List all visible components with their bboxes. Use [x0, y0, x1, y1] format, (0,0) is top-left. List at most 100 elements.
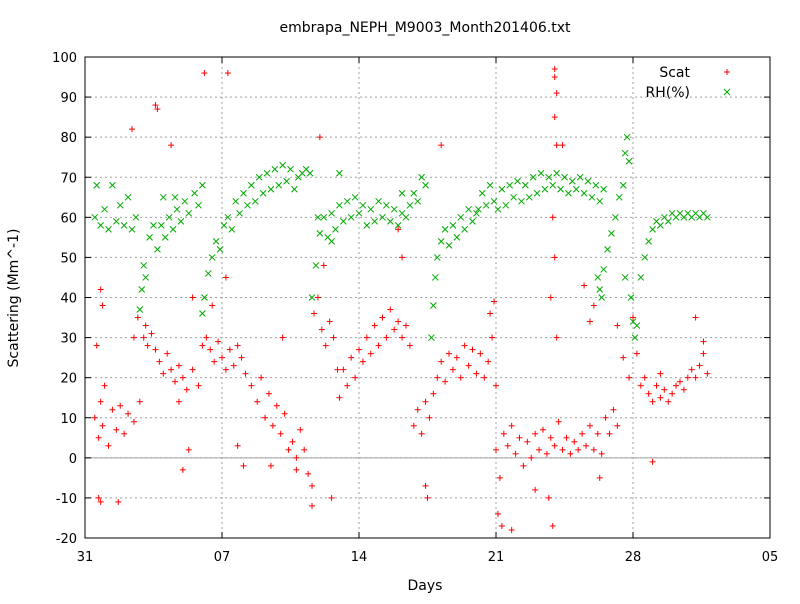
- data-point: [347, 213, 355, 221]
- data-point: [161, 234, 169, 241]
- data-point: [101, 205, 108, 213]
- data-point: [128, 226, 136, 233]
- data-point: [561, 173, 568, 181]
- data-point: [154, 106, 161, 113]
- data-point: [383, 334, 390, 341]
- data-point: [543, 450, 550, 457]
- data-point: [93, 342, 100, 349]
- data-point: [195, 382, 202, 389]
- data-point: [216, 246, 224, 253]
- data-point: [641, 254, 649, 261]
- data-point: [255, 173, 263, 181]
- data-point: [426, 414, 433, 421]
- data-point: [604, 246, 611, 253]
- data-point: [473, 370, 480, 377]
- data-point: [359, 358, 366, 365]
- data-point: [168, 366, 175, 373]
- x-tick-label: 14: [351, 550, 368, 565]
- data-point: [465, 362, 472, 369]
- data-point: [124, 193, 132, 201]
- data-point: [441, 226, 449, 233]
- data-point: [491, 298, 498, 305]
- data-point: [371, 217, 379, 225]
- data-point: [138, 286, 146, 293]
- y-tick-label: 80: [60, 131, 77, 146]
- data-point: [418, 173, 425, 181]
- data-point: [457, 213, 465, 221]
- data-point: [234, 442, 241, 449]
- data-point: [619, 181, 627, 189]
- data-point: [301, 446, 308, 453]
- data-point: [621, 149, 629, 157]
- data-point: [553, 334, 560, 341]
- data-point: [168, 142, 175, 149]
- data-point: [477, 350, 484, 357]
- data-point: [680, 386, 687, 393]
- data-point: [657, 221, 664, 229]
- y-tick-label: 90: [60, 91, 77, 106]
- data-point: [285, 446, 292, 453]
- data-point: [549, 181, 557, 189]
- data-point: [553, 169, 561, 177]
- data-point: [402, 322, 409, 329]
- data-point: [614, 422, 621, 429]
- data-point: [228, 226, 236, 233]
- data-point: [395, 318, 402, 325]
- data-point: [529, 173, 537, 181]
- data-point: [551, 254, 558, 261]
- data-point: [263, 169, 271, 177]
- data-point: [438, 142, 445, 149]
- data-point: [97, 498, 104, 505]
- x-tick-label: 28: [625, 550, 642, 565]
- data-point: [120, 221, 128, 229]
- data-point: [583, 442, 590, 449]
- data-point: [146, 234, 153, 241]
- data-point: [339, 217, 347, 225]
- data-point: [230, 362, 237, 369]
- data-point: [422, 482, 429, 489]
- data-point: [606, 430, 613, 437]
- data-point: [159, 193, 167, 201]
- data-point: [608, 230, 615, 237]
- data-point: [157, 221, 165, 229]
- data-point: [109, 406, 116, 413]
- data-point: [191, 189, 198, 197]
- y-tick-label: 50: [60, 251, 77, 266]
- data-point: [424, 494, 431, 501]
- data-point: [201, 70, 208, 77]
- data-point: [579, 430, 586, 437]
- data-point: [559, 446, 566, 453]
- data-point: [367, 205, 375, 213]
- data-point: [164, 350, 171, 357]
- data-point: [551, 114, 558, 121]
- data-point: [645, 238, 653, 245]
- data-point: [363, 334, 370, 341]
- data-point: [101, 382, 108, 389]
- data-point: [173, 205, 181, 213]
- data-point: [469, 346, 476, 353]
- data-point: [142, 274, 150, 281]
- data-point: [248, 181, 255, 189]
- x-tick-label: 05: [762, 550, 779, 565]
- data-point: [422, 181, 429, 189]
- data-point: [359, 201, 367, 209]
- data-point: [117, 402, 124, 409]
- data-point: [649, 226, 656, 233]
- series-layer: [91, 66, 711, 533]
- data-point: [293, 454, 300, 461]
- data-point: [308, 294, 316, 301]
- data-point: [171, 193, 179, 201]
- data-point: [406, 201, 414, 209]
- data-point: [398, 189, 406, 197]
- data-point: [572, 185, 580, 193]
- data-point: [430, 390, 437, 397]
- data-point: [610, 406, 617, 413]
- data-point: [248, 382, 255, 389]
- data-point: [136, 306, 144, 313]
- data-point: [692, 314, 699, 321]
- data-point: [594, 430, 601, 437]
- data-point: [330, 334, 337, 341]
- data-point: [212, 238, 220, 245]
- data-point: [508, 526, 515, 533]
